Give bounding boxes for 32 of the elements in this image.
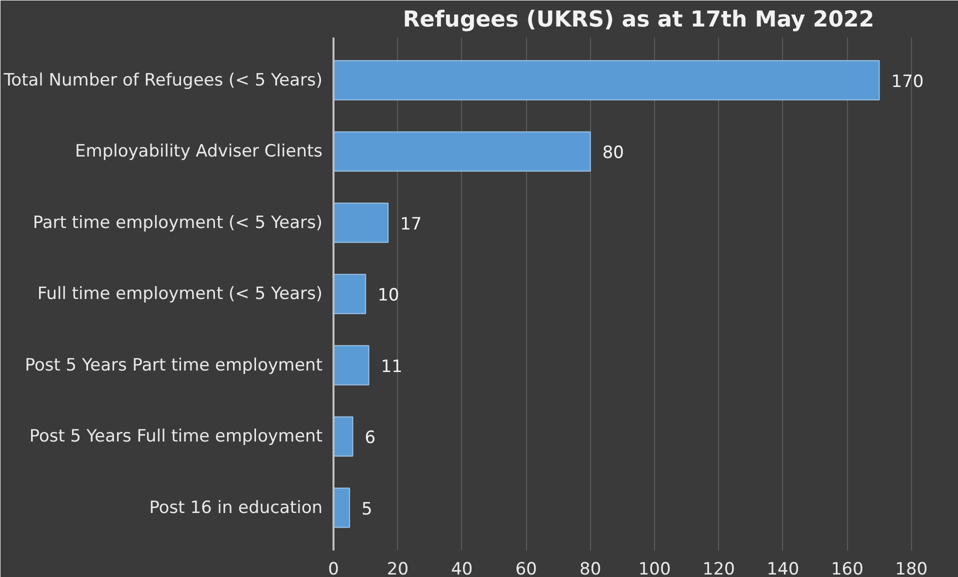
bar — [334, 60, 880, 100]
data-label: 170 — [891, 72, 924, 92]
x-tick-label: 20 — [386, 560, 409, 577]
data-label: 5 — [362, 499, 372, 520]
y-tick-label: Total Number of Refugees (< 5 Years) — [2, 70, 323, 90]
data-label: 11 — [380, 356, 402, 377]
y-tick-label: Full time employment (< 5 Years) — [37, 284, 322, 304]
x-tick-label: 100 — [638, 560, 671, 577]
x-tick-label: 60 — [515, 560, 537, 577]
bar — [334, 488, 350, 528]
data-label: 10 — [378, 286, 400, 306]
y-tick-label: Post 5 Years Part time employment — [24, 355, 323, 376]
x-tick-label: 140 — [766, 560, 800, 577]
bar — [334, 274, 366, 314]
y-tick-label: Post 16 in education — [149, 498, 323, 518]
bar — [334, 345, 370, 386]
data-label: 80 — [602, 143, 624, 163]
y-tick-label: Part time employment (< 5 Years) — [32, 212, 323, 233]
x-tick-label: 80 — [580, 560, 602, 577]
data-label: 17 — [400, 214, 422, 234]
bar — [334, 416, 354, 457]
x-tick-label: 120 — [702, 560, 735, 577]
x-tick-label: 40 — [451, 560, 473, 577]
bar — [334, 202, 389, 243]
x-tick-label: 180 — [895, 560, 928, 577]
y-tick-label: Post 5 Years Full time employment — [29, 426, 323, 446]
x-tick-label: 160 — [830, 560, 864, 577]
y-tick-label: Employability Adviser Clients — [75, 142, 323, 162]
bar — [334, 131, 591, 172]
data-label: 6 — [364, 428, 376, 448]
chart-title: Refugees (UKRS) as at 17th May 2022 — [402, 8, 874, 32]
x-tick-label: 0 — [328, 560, 339, 577]
